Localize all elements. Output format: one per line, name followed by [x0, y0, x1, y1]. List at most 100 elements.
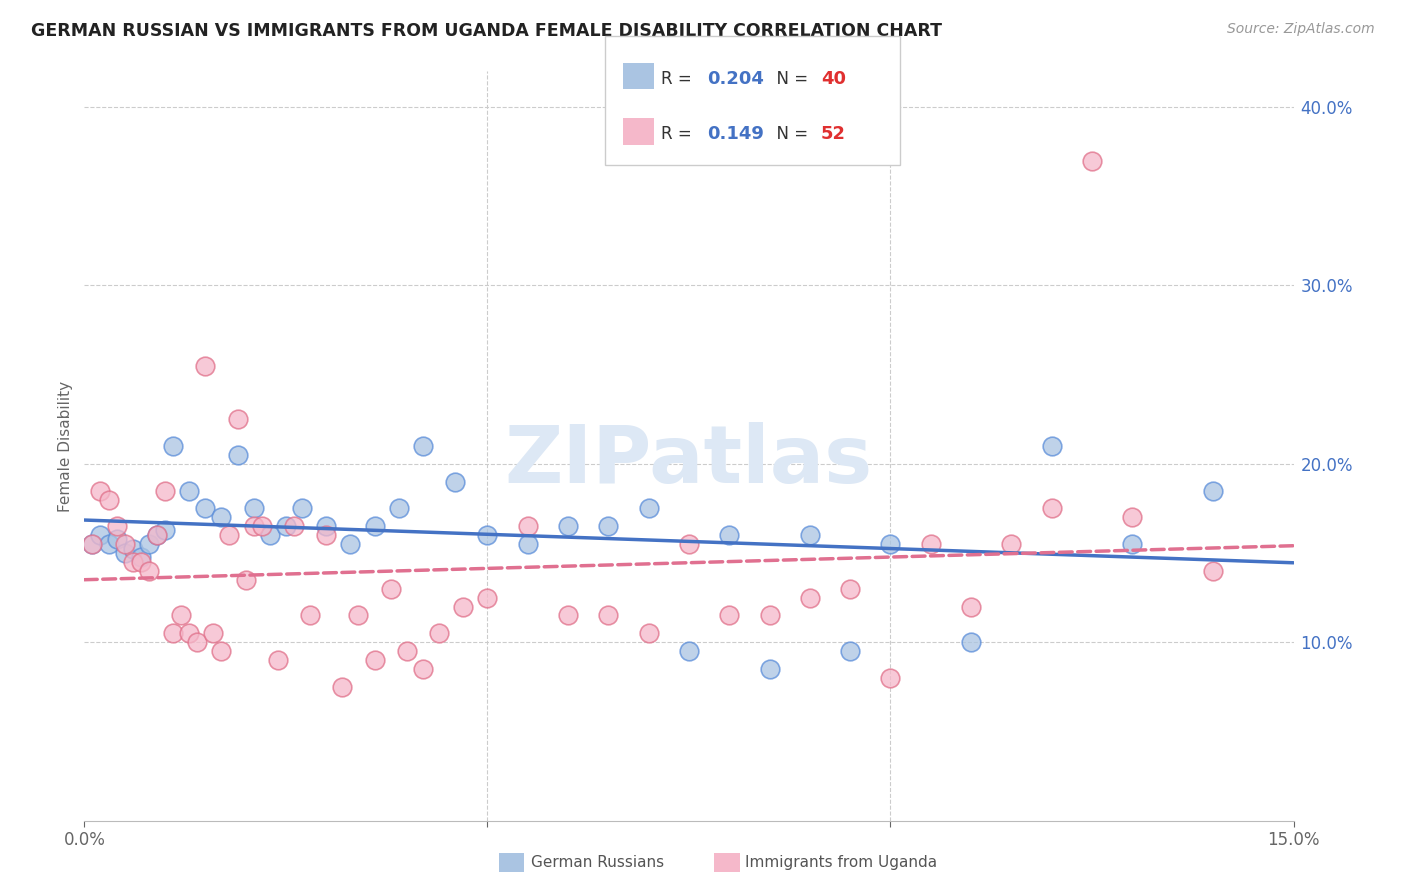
Point — [315, 528, 337, 542]
Point — [194, 359, 217, 373]
Point — [557, 519, 579, 533]
Point — [226, 412, 249, 426]
Point — [839, 582, 862, 596]
Point — [1121, 510, 1143, 524]
Point — [444, 475, 467, 489]
Point — [97, 492, 120, 507]
Point — [718, 608, 741, 623]
Point — [209, 510, 232, 524]
Point — [1040, 501, 1063, 516]
Point — [146, 528, 169, 542]
Text: N =: N = — [766, 125, 814, 143]
Point — [235, 573, 257, 587]
Point — [299, 608, 322, 623]
Point — [1040, 439, 1063, 453]
Point — [678, 644, 700, 658]
Point — [89, 483, 111, 498]
Point — [516, 537, 538, 551]
Point — [451, 599, 474, 614]
Point — [960, 635, 983, 649]
Point — [274, 519, 297, 533]
Point — [97, 537, 120, 551]
Point — [162, 439, 184, 453]
Point — [598, 519, 620, 533]
Text: 52: 52 — [821, 125, 846, 143]
Point — [758, 608, 780, 623]
Point — [242, 519, 264, 533]
Point — [1081, 153, 1104, 168]
Point — [129, 549, 152, 564]
Point — [412, 662, 434, 676]
Point — [477, 591, 499, 605]
Point — [129, 555, 152, 569]
Point — [363, 519, 385, 533]
Point — [186, 635, 208, 649]
Point — [170, 608, 193, 623]
Point — [250, 519, 273, 533]
Point — [557, 608, 579, 623]
Point — [920, 537, 942, 551]
Point — [412, 439, 434, 453]
Point — [82, 537, 104, 551]
Point — [179, 626, 201, 640]
Point — [138, 564, 160, 578]
Point — [89, 528, 111, 542]
Point — [209, 644, 232, 658]
Point — [1202, 564, 1225, 578]
Text: 0.204: 0.204 — [707, 70, 763, 87]
Point — [162, 626, 184, 640]
Text: Source: ZipAtlas.com: Source: ZipAtlas.com — [1227, 22, 1375, 37]
Point — [242, 501, 264, 516]
Point — [259, 528, 281, 542]
Point — [226, 448, 249, 462]
Point — [121, 542, 143, 557]
Point — [427, 626, 450, 640]
Text: N =: N = — [766, 70, 814, 87]
Point — [839, 644, 862, 658]
Point — [146, 528, 169, 542]
Point — [315, 519, 337, 533]
Point — [347, 608, 370, 623]
Point — [395, 644, 418, 658]
Point — [960, 599, 983, 614]
Point — [283, 519, 305, 533]
Text: GERMAN RUSSIAN VS IMMIGRANTS FROM UGANDA FEMALE DISABILITY CORRELATION CHART: GERMAN RUSSIAN VS IMMIGRANTS FROM UGANDA… — [31, 22, 942, 40]
Point — [153, 523, 176, 537]
Point — [153, 483, 176, 498]
Point — [758, 662, 780, 676]
Text: Immigrants from Uganda: Immigrants from Uganda — [745, 855, 938, 870]
Point — [138, 537, 160, 551]
Point — [202, 626, 225, 640]
Text: German Russians: German Russians — [531, 855, 665, 870]
Y-axis label: Female Disability: Female Disability — [58, 380, 73, 512]
Point — [678, 537, 700, 551]
Point — [1000, 537, 1022, 551]
Point — [477, 528, 499, 542]
Text: 0.149: 0.149 — [707, 125, 763, 143]
Point — [1202, 483, 1225, 498]
Point — [879, 671, 901, 685]
Point — [121, 555, 143, 569]
Text: R =: R = — [661, 70, 697, 87]
Point — [291, 501, 314, 516]
Point — [114, 546, 136, 560]
Point — [598, 608, 620, 623]
Point — [179, 483, 201, 498]
Text: 40: 40 — [821, 70, 846, 87]
Point — [330, 680, 353, 694]
Point — [105, 519, 128, 533]
Point — [516, 519, 538, 533]
Point — [218, 528, 240, 542]
Point — [637, 501, 659, 516]
Point — [105, 532, 128, 546]
Point — [339, 537, 361, 551]
Point — [114, 537, 136, 551]
Point — [82, 537, 104, 551]
Point — [1121, 537, 1143, 551]
Point — [380, 582, 402, 596]
Point — [267, 653, 290, 667]
Point — [879, 537, 901, 551]
Point — [637, 626, 659, 640]
Text: ZIPatlas: ZIPatlas — [505, 422, 873, 500]
Point — [388, 501, 411, 516]
